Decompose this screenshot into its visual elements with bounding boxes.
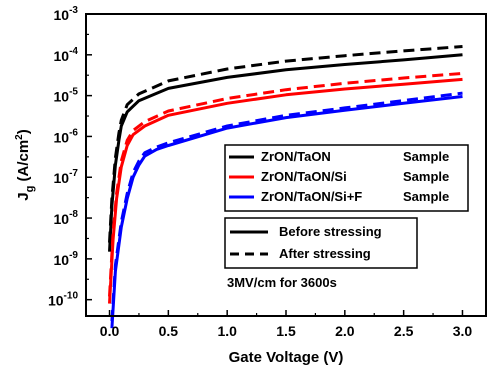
legend-stress-box bbox=[224, 217, 418, 269]
legend-label-3: ZrON/TaON/Si+F bbox=[261, 189, 362, 204]
legend-stress: Before stressing After stressing bbox=[224, 217, 418, 269]
y-tick-label: 10-3 bbox=[54, 5, 79, 23]
legend-label-1: ZrON/TaON bbox=[261, 149, 331, 164]
y-axis-unit: (A/cm bbox=[15, 140, 32, 186]
y-axis-unit-exponent: 2 bbox=[14, 134, 25, 140]
series-line-2 bbox=[108, 45, 463, 243]
legend-suffix-3: Sample bbox=[403, 189, 449, 204]
y-tick-base: 10 bbox=[54, 170, 70, 186]
legend-suffix-1: Sample bbox=[403, 149, 449, 164]
y-tick-base: 10 bbox=[54, 129, 70, 145]
y-axis-symbol: J bbox=[15, 192, 32, 200]
y-tick-exponent: -3 bbox=[69, 5, 78, 16]
x-tick-label: 2.0 bbox=[335, 323, 355, 339]
legend-stress-label-1: Before stressing bbox=[279, 224, 382, 239]
x-axis-title: Gate Voltage (V) bbox=[229, 349, 344, 366]
y-axis-title: Jg (A/cm2) bbox=[14, 129, 36, 200]
y-tick-exponent: -5 bbox=[69, 87, 78, 98]
series-line-3 bbox=[108, 77, 463, 304]
y-tick-label: 10-5 bbox=[54, 87, 79, 105]
legend-label-2: ZrON/TaON/Si bbox=[261, 169, 347, 184]
y-tick-base: 10 bbox=[54, 48, 70, 64]
y-tick-base: 10 bbox=[54, 89, 70, 105]
legend-suffix-2: Sample bbox=[403, 169, 449, 184]
x-tick-label: 0.5 bbox=[159, 323, 179, 339]
x-tick-label: 1.0 bbox=[217, 323, 237, 339]
y-tick-label: 10-6 bbox=[54, 127, 79, 145]
stress-condition-annotation: 3MV/cm for 3600s bbox=[227, 275, 337, 290]
y-tick-base: 10 bbox=[48, 293, 64, 309]
series-line-6 bbox=[110, 91, 463, 322]
y-tick-exponent: -7 bbox=[69, 168, 78, 179]
y-tick-exponent: -6 bbox=[69, 127, 78, 138]
legend-stress-label-2: After stressing bbox=[279, 246, 371, 261]
y-tick-label: 10-9 bbox=[54, 250, 79, 268]
legend-samples: ZrON/TaON Sample ZrON/TaON/Si Sample ZrON/Ta… bbox=[224, 144, 469, 212]
series-layer bbox=[108, 45, 463, 329]
y-tick-label: 10-10 bbox=[48, 291, 78, 309]
y-tick-exponent: -10 bbox=[64, 291, 79, 302]
x-tick-label: 0.0 bbox=[100, 323, 120, 339]
ticks-layer: 0.0 0.5 1.0 1.5 2.0 2.5 3.010-310-410-510-610-… bbox=[48, 5, 472, 339]
y-tick-exponent: -8 bbox=[69, 209, 78, 220]
series-line-4 bbox=[108, 71, 463, 297]
y-tick-label: 10-8 bbox=[54, 209, 79, 227]
y-tick-exponent: -9 bbox=[69, 250, 78, 261]
legend-samples-box bbox=[224, 144, 469, 212]
y-tick-base: 10 bbox=[54, 252, 70, 268]
y-tick-exponent: -4 bbox=[69, 46, 78, 57]
y-tick-label: 10-7 bbox=[54, 168, 79, 186]
y-tick-label: 10-4 bbox=[54, 46, 79, 64]
x-tick-label: 1.5 bbox=[276, 323, 296, 339]
x-tick-label: 3.0 bbox=[453, 323, 473, 339]
y-axis-subscript: g bbox=[24, 186, 36, 193]
x-tick-label: 2.5 bbox=[394, 323, 414, 339]
y-tick-base: 10 bbox=[54, 211, 70, 227]
y-axis-unit-close: ) bbox=[15, 129, 32, 134]
series-line-5 bbox=[110, 95, 463, 329]
y-tick-base: 10 bbox=[54, 7, 70, 23]
